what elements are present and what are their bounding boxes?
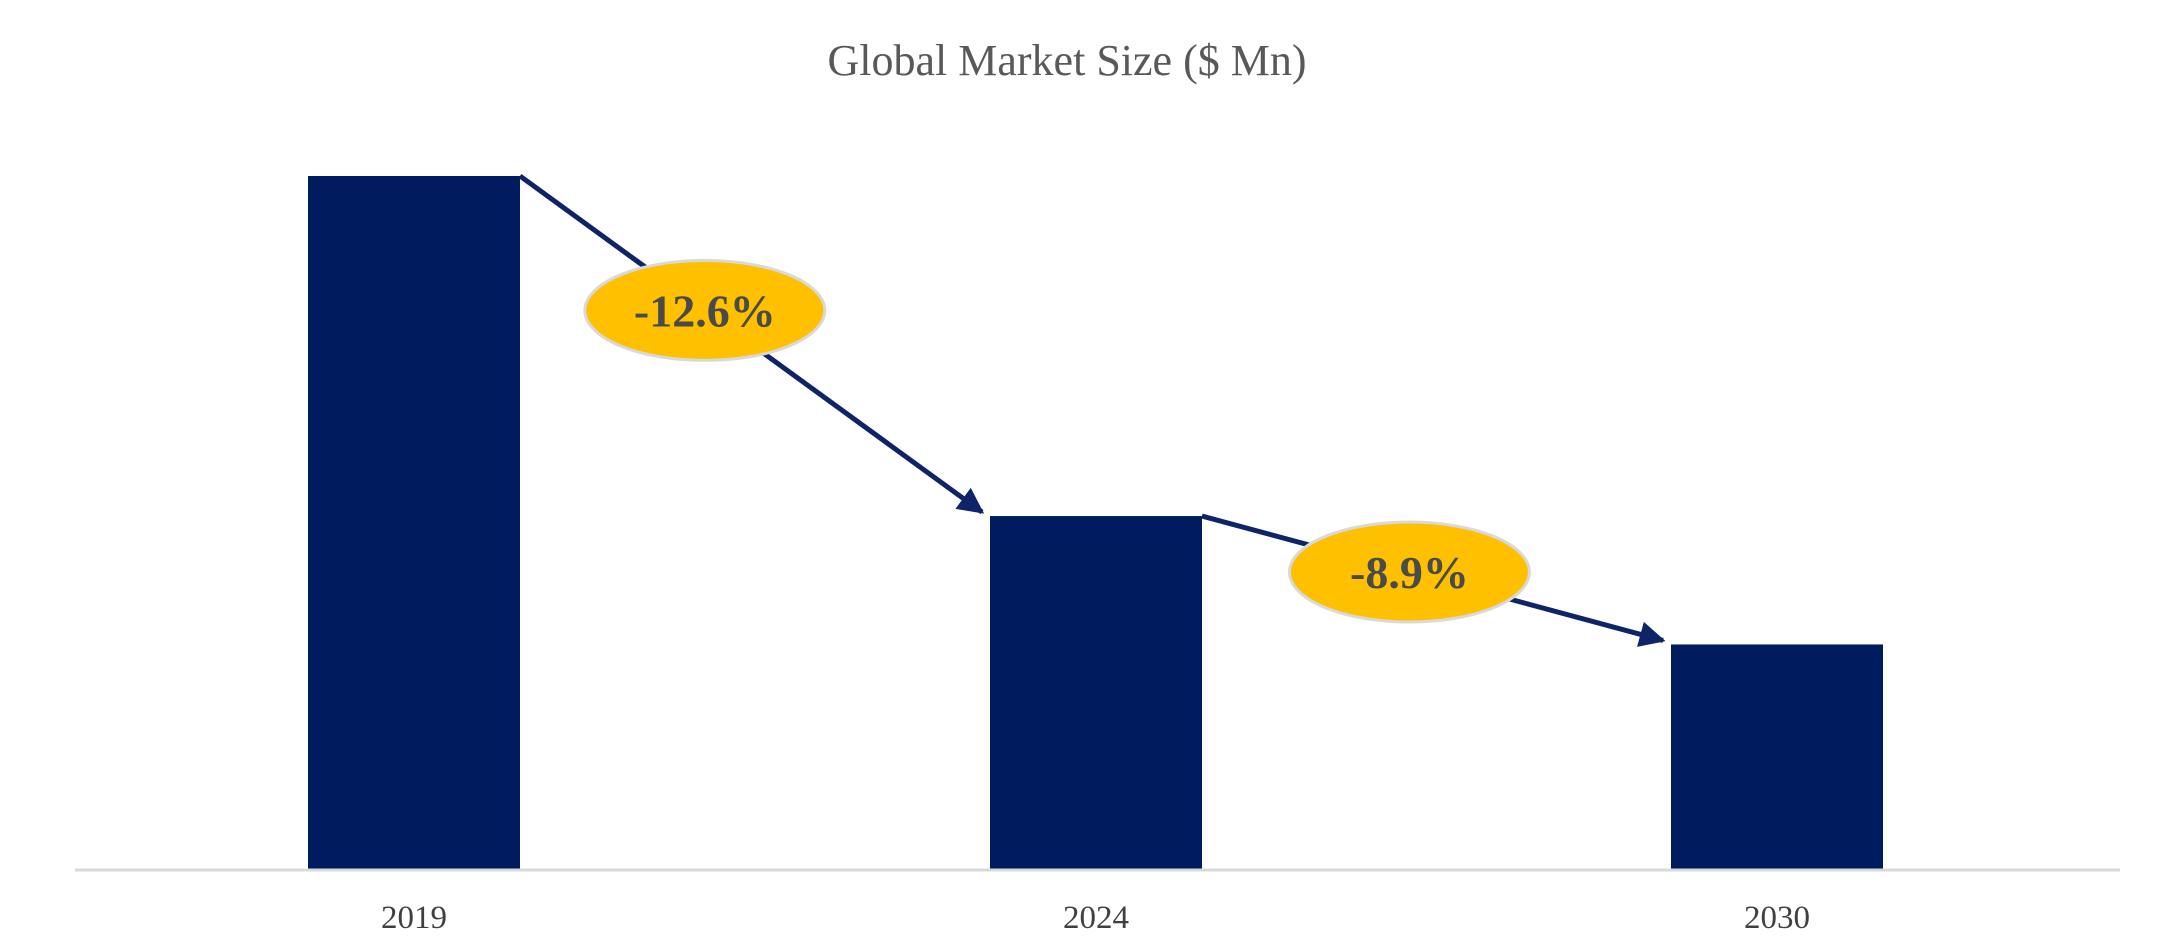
growth-badge-2019-2024: [583, 258, 827, 362]
growth-badge-2024-2030: [1287, 520, 1531, 624]
bar-2019: [308, 176, 520, 870]
x-tick-label-2019: 2019: [381, 900, 447, 936]
bar-2024: [990, 516, 1202, 870]
x-tick-label-2030: 2030: [1744, 900, 1810, 936]
bar-2030: [1671, 644, 1883, 870]
growth-rate-label-2019-2024: -12.6%: [634, 285, 776, 336]
growth-badges: -12.6% -8.9%: [583, 258, 1531, 624]
bars-layer: [308, 176, 1883, 870]
x-tick-label-2024: 2024: [1063, 900, 1129, 936]
x-tick-labels: 2019 2024 2030: [381, 900, 1810, 936]
chart-title: Global Market Size ($ Mn): [828, 36, 1307, 85]
growth-rate-label-2024-2030: -8.9%: [1350, 547, 1469, 598]
